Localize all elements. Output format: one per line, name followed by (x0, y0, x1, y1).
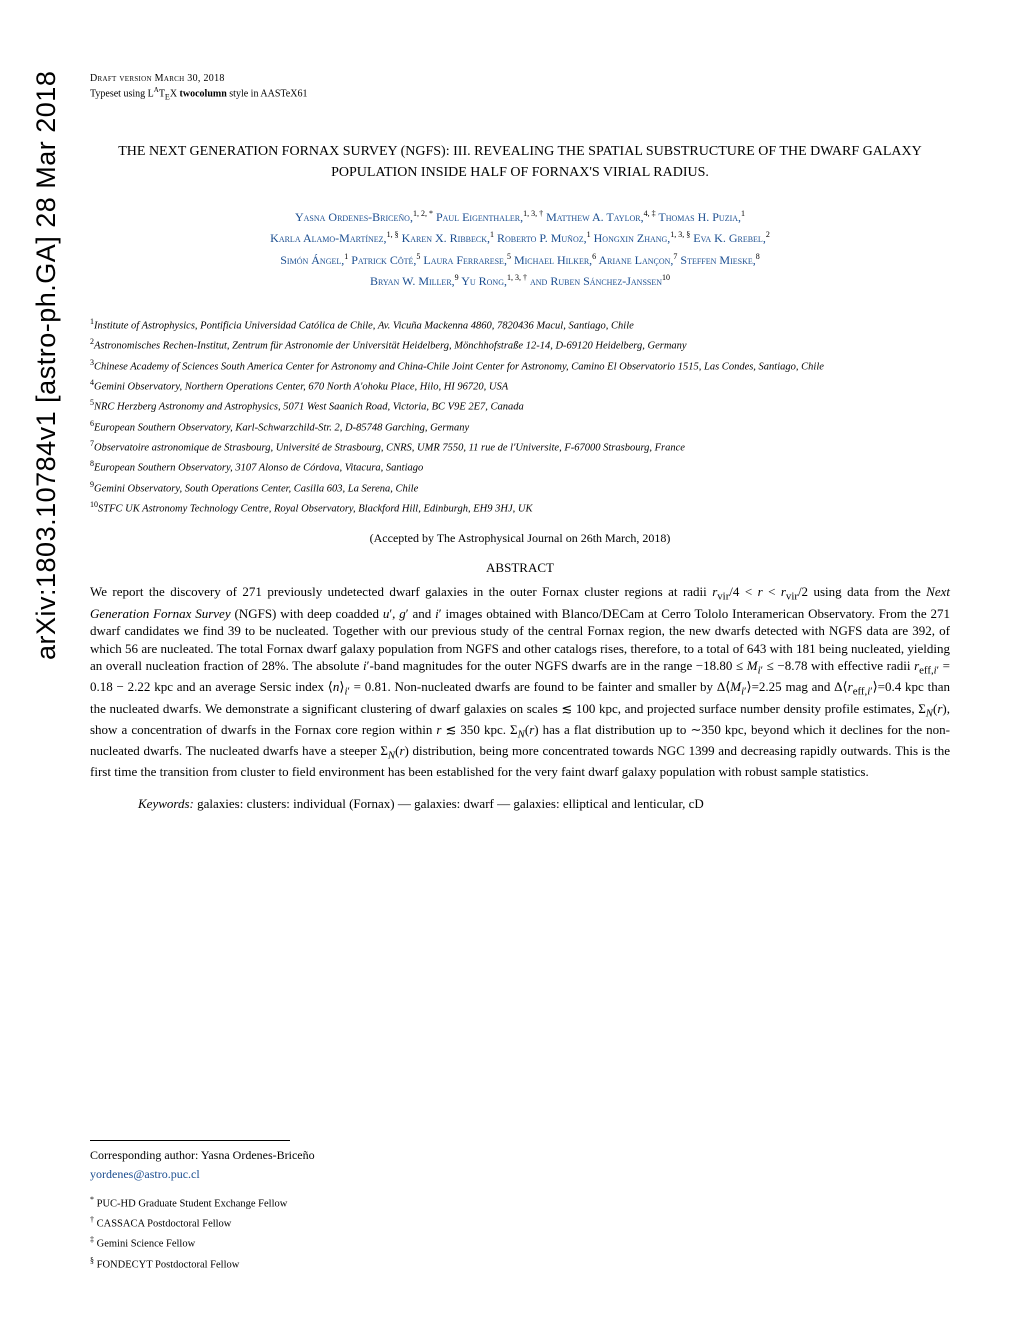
affiliation-item: 8European Southern Observatory, 3107 Alo… (90, 457, 950, 477)
abstract-heading: ABSTRACT (90, 559, 950, 577)
affiliation-item: 4Gemini Observatory, Northern Operations… (90, 376, 950, 396)
accepted-line: (Accepted by The Astrophysical Journal o… (90, 530, 950, 547)
typeset-prefix: Typeset using L (90, 88, 154, 99)
footer-separator (90, 1140, 290, 1141)
affiliation-item: 9Gemini Observatory, South Operations Ce… (90, 478, 950, 498)
affiliation-item: 1Institute of Astrophysics, Pontificia U… (90, 315, 950, 335)
affiliations-list: 1Institute of Astrophysics, Pontificia U… (90, 315, 950, 518)
corresponding-email[interactable]: yordenes@astro.puc.cl (90, 1166, 950, 1183)
typeset-suffix: style in AASTeX61 (227, 88, 308, 99)
abstract-text: We report the discovery of 271 previousl… (90, 583, 950, 780)
latex-x: X (170, 88, 180, 99)
footnote-item: * PUC-HD Graduate Student Exchange Fello… (90, 1193, 950, 1213)
arxiv-identifier: arXiv:1803.10784v1 [astro-ph.GA] 28 Mar … (28, 71, 66, 660)
keywords-text: galaxies: clusters: individual (Fornax) … (194, 796, 704, 811)
footnote-item: § FONDECYT Postdoctoral Fellow (90, 1254, 950, 1274)
footnote-item: † CASSACA Postdoctoral Fellow (90, 1213, 950, 1233)
corresponding-author: Corresponding author: Yasna Ordenes-Bric… (90, 1147, 950, 1164)
page-content: Draft version March 30, 2018 Typeset usi… (90, 72, 950, 813)
affiliation-item: 10STFC UK Astronomy Technology Centre, R… (90, 498, 950, 518)
affiliation-item: 5NRC Herzberg Astronomy and Astrophysics… (90, 396, 950, 416)
page-footer: Corresponding author: Yasna Ordenes-Bric… (90, 1140, 950, 1274)
typeset-info: Typeset using LATEX twocolumn style in A… (90, 86, 950, 103)
affiliation-item: 2Astronomisches Rechen-Institut, Zentrum… (90, 335, 950, 355)
affiliation-item: 7Observatoire astronomique de Strasbourg… (90, 437, 950, 457)
typeset-style: twocolumn (180, 88, 227, 99)
keywords-line: Keywords: galaxies: clusters: individual… (138, 795, 950, 813)
footnote-item: ‡ Gemini Science Fellow (90, 1233, 950, 1253)
affiliation-item: 6European Southern Observatory, Karl-Sch… (90, 417, 950, 437)
keywords-label: Keywords: (138, 796, 194, 811)
footnotes-list: * PUC-HD Graduate Student Exchange Fello… (90, 1193, 950, 1274)
paper-title: THE NEXT GENERATION FORNAX SURVEY (NGFS)… (90, 141, 950, 183)
affiliation-item: 3Chinese Academy of Sciences South Ameri… (90, 356, 950, 376)
authors-list: Yasna Ordenes-Briceño,1, 2, * Paul Eigen… (90, 207, 950, 293)
draft-version: Draft version March 30, 2018 (90, 72, 950, 86)
